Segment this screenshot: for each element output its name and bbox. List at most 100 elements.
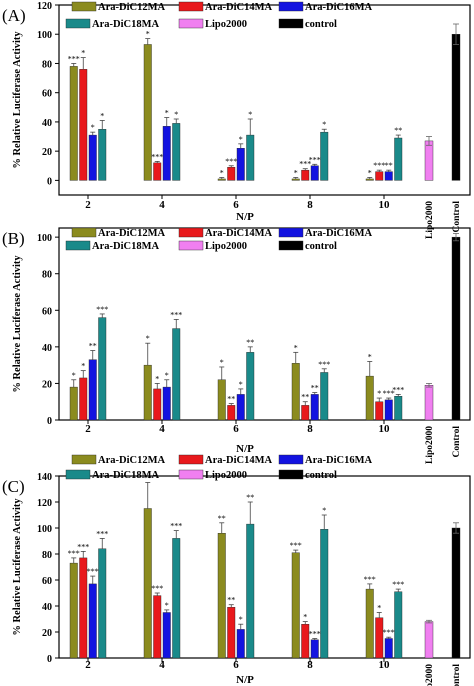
legend-swatch (71, 454, 97, 465)
bar (88, 134, 97, 181)
bar (320, 131, 329, 181)
bar (291, 552, 300, 659)
panel-label: (B) (2, 229, 25, 248)
bar (365, 588, 374, 659)
legend-label: control (305, 470, 337, 481)
extra-bar-label: Control (452, 426, 462, 458)
y-axis-label: % Relative Luciferase Activity (12, 498, 23, 636)
bar (451, 236, 461, 421)
bar (384, 171, 393, 181)
significance-label: * (146, 30, 150, 39)
significance-label: ** (89, 342, 97, 351)
bar (246, 523, 255, 659)
significance-label: * (322, 120, 326, 129)
significance-label: * (294, 343, 298, 352)
bar (424, 385, 434, 421)
y-tick-label: 140 (37, 472, 52, 483)
bar (365, 178, 374, 181)
bar (98, 129, 107, 181)
y-tick-label: 80 (42, 270, 52, 281)
x-axis-label: N/P (236, 674, 254, 686)
significance-label: ** (385, 161, 393, 170)
bar (162, 612, 171, 659)
significance-label: *** (68, 54, 80, 63)
significance-label: *** (299, 160, 311, 169)
significance-label: * (239, 380, 243, 389)
legend-label: Ara-DiC14MA (205, 228, 272, 239)
significance-label: * (220, 168, 224, 177)
legend-swatch (178, 240, 204, 251)
extra-bar-label: Lipo2000 (425, 426, 435, 464)
legend-label: Ara-DiC14MA (205, 2, 272, 13)
plot-frame (58, 227, 471, 421)
bar (227, 607, 236, 659)
x-tick-label: 8 (307, 659, 313, 671)
y-axis-label: % Relative Luciferase Activity (12, 31, 23, 169)
bar (162, 126, 171, 181)
significance-label: * (377, 604, 381, 613)
significance-label: * (377, 389, 381, 398)
bar (384, 638, 393, 659)
x-tick-label: 10 (379, 423, 391, 435)
bar (88, 583, 97, 659)
y-tick-label: 40 (42, 602, 52, 613)
significance-label: * (165, 371, 169, 380)
bar (301, 405, 310, 421)
bar (375, 401, 384, 421)
significance-label: * (220, 358, 224, 367)
significance-label: ** (311, 384, 319, 393)
extra-bar-label: Lipo2000 (425, 201, 435, 239)
legend-swatch (178, 454, 204, 465)
significance-label: *** (364, 575, 376, 584)
x-tick-label: 4 (159, 423, 165, 435)
bar (227, 167, 236, 181)
bar (451, 34, 461, 181)
bar (79, 377, 88, 421)
legend-label: Ara-DiC16MA (305, 455, 372, 466)
bar (320, 529, 329, 659)
x-axis-label: N/P (236, 443, 254, 455)
legend-swatch (178, 18, 204, 29)
y-tick-label: 20 (42, 379, 52, 390)
bar (162, 386, 171, 421)
panel-C: (C) 0 20 40 60 80 100 120 140 % Relative Lucifera… (2, 454, 471, 686)
x-tick-label: 2 (85, 199, 91, 211)
y-tick-label: 100 (37, 524, 52, 535)
significance-label: *** (225, 157, 237, 166)
x-tick-label: 8 (307, 423, 313, 435)
significance-label: * (239, 615, 243, 624)
y-tick-label: 40 (42, 343, 52, 354)
bar (172, 328, 181, 421)
significance-label: * (100, 111, 104, 120)
bar (394, 591, 403, 659)
significance-label: ** (144, 474, 152, 483)
significance-label: * (72, 371, 76, 380)
bar (98, 317, 107, 421)
bar (424, 621, 434, 659)
significance-label: ** (227, 395, 235, 404)
legend-label: Ara-DiC14MA (205, 455, 272, 466)
bar (375, 171, 384, 181)
legend-swatch (278, 469, 304, 480)
panel-B: (B) 0 20 40 60 80 100 % Relative Luciferase Act… (2, 227, 471, 464)
bar (451, 527, 461, 659)
significance-label: *** (68, 549, 80, 558)
bar (227, 405, 236, 421)
legend-label: Ara-DiC12MA (98, 2, 165, 13)
x-axis-label: N/P (236, 211, 254, 223)
significance-label: ** (227, 596, 235, 605)
y-tick-label: 60 (42, 89, 52, 100)
legend-swatch (278, 1, 304, 12)
legend-label: control (305, 241, 337, 252)
bar (172, 538, 181, 659)
x-tick-label: 10 (379, 659, 391, 671)
y-axis-label: % Relative Luciferase Activity (12, 255, 23, 393)
bar (69, 562, 78, 659)
bar (310, 165, 319, 181)
y-tick-label: 60 (42, 306, 52, 317)
significance-label: *** (392, 385, 404, 394)
significance-label: * (81, 49, 85, 58)
legend-swatch (278, 227, 304, 238)
y-tick-label: 80 (42, 59, 52, 70)
